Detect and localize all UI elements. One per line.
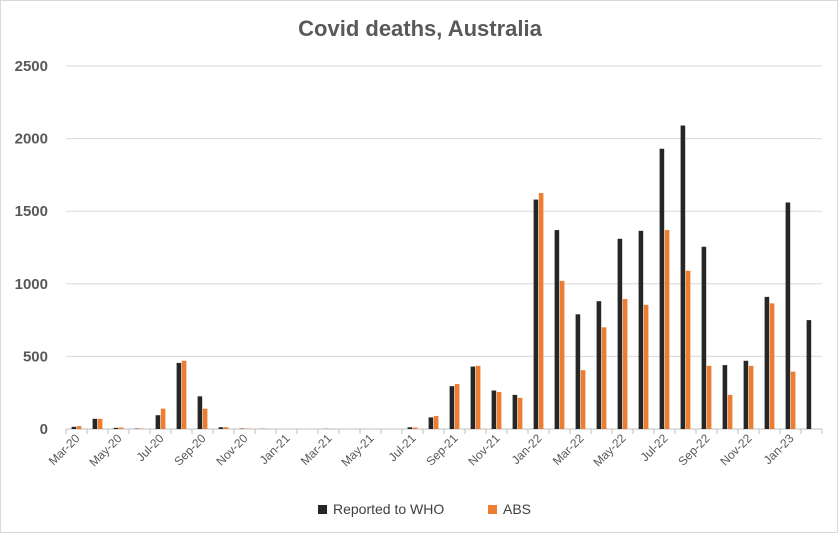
bar-abs-Feb-22 — [559, 280, 565, 429]
x-tick-label: Jan-23 — [761, 431, 797, 467]
bars — [71, 125, 812, 430]
bar-who-Aug-22 — [680, 125, 686, 430]
bar-abs-Apr-20 — [97, 418, 103, 429]
bar-abs-Jan-23 — [790, 371, 796, 429]
x-tick-label: Nov-21 — [465, 431, 502, 468]
x-tick-label: Jul-21 — [386, 431, 419, 464]
bar-who-Mar-22 — [575, 314, 581, 429]
y-axis-tick-labels: 0 500 1000 1500 2000 2500 — [15, 58, 48, 438]
bar-abs-Jul-20 — [160, 408, 166, 429]
bar-who-Oct-21 — [470, 366, 476, 429]
bar-abs-May-22 — [622, 299, 628, 429]
x-tick-label: Jul-22 — [638, 431, 671, 464]
bar-who-Nov-21 — [491, 390, 497, 429]
bar-abs-May-20 — [118, 427, 124, 429]
bar-who-Jan-22 — [533, 199, 539, 429]
x-tick-label: Nov-20 — [213, 431, 250, 468]
bar-abs-Dec-22 — [769, 303, 775, 429]
bar-who-Oct-20 — [218, 427, 224, 429]
x-tick-label: Sep-22 — [675, 431, 712, 468]
bar-who-Aug-21 — [428, 417, 434, 429]
x-tick-label: Sep-20 — [171, 431, 208, 468]
y-tick-label: 2500 — [15, 58, 48, 75]
x-tick-label: Sep-21 — [423, 431, 460, 468]
bar-abs-Nov-21 — [496, 391, 502, 429]
bar-abs-Aug-22 — [685, 270, 691, 429]
bar-abs-Jul-21 — [412, 427, 418, 429]
bar-abs-Mar-22 — [580, 370, 586, 429]
x-tick-label: Jul-20 — [134, 431, 167, 464]
legend-swatch-abs — [488, 505, 497, 514]
bar-who-Apr-20 — [92, 418, 98, 429]
bar-who-Aug-20 — [176, 362, 182, 429]
x-tick-label: Mar-22 — [550, 431, 587, 468]
bar-abs-Oct-21 — [475, 365, 481, 429]
bar-who-Sep-21 — [449, 386, 455, 429]
bar-who-Sep-20 — [197, 396, 203, 429]
bar-who-May-20 — [113, 427, 119, 429]
bar-abs-Mar-20 — [76, 426, 82, 429]
x-tick-label: Jan-22 — [509, 431, 545, 467]
bar-abs-Aug-20 — [181, 360, 187, 429]
bar-who-Apr-22 — [596, 301, 602, 429]
bar-who-Oct-22 — [722, 365, 728, 429]
x-tick-label: Jan-21 — [257, 431, 293, 467]
bar-who-Feb-23 — [806, 320, 812, 429]
y-tick-label: 1500 — [15, 203, 48, 220]
x-tick-label: Mar-21 — [298, 431, 335, 468]
legend-swatch-reported-to-who — [318, 505, 327, 514]
bar-abs-Jun-22 — [643, 304, 649, 429]
bar-abs-Oct-20 — [223, 427, 229, 429]
bar-who-Jun-22 — [638, 230, 644, 429]
bar-abs-Jul-22 — [664, 230, 670, 429]
legend: Reported to WHO ABS — [318, 501, 531, 517]
bar-who-Jan-23 — [785, 202, 791, 429]
x-tick-label: May-20 — [86, 431, 124, 469]
bar-who-May-22 — [617, 238, 623, 429]
legend-label-abs: ABS — [503, 501, 531, 517]
bar-abs-Apr-22 — [601, 327, 607, 429]
bar-who-Jul-22 — [659, 148, 665, 429]
x-tick-label: May-22 — [590, 431, 628, 469]
bar-abs-Sep-21 — [454, 383, 460, 429]
bar-who-Sep-22 — [701, 246, 707, 429]
bar-abs-Sep-20 — [202, 408, 208, 429]
bar-abs-Oct-22 — [727, 394, 733, 429]
legend-label-reported-to-who: Reported to WHO — [333, 501, 444, 517]
bar-abs-Dec-21 — [517, 397, 523, 429]
bar-who-Nov-22 — [743, 360, 749, 429]
x-tick-label: Mar-20 — [46, 431, 83, 468]
bar-abs-Jan-22 — [538, 193, 544, 429]
bar-who-Dec-21 — [512, 394, 518, 429]
bar-abs-Aug-21 — [433, 415, 439, 429]
bar-who-Jul-21 — [407, 427, 413, 429]
bar-who-Dec-22 — [764, 296, 770, 429]
y-tick-label: 1000 — [15, 276, 48, 293]
bar-who-Mar-20 — [71, 426, 77, 429]
y-tick-label: 2000 — [15, 131, 48, 148]
x-tick-label: May-21 — [338, 431, 376, 469]
bar-abs-Nov-22 — [748, 365, 754, 429]
bar-abs-Sep-22 — [706, 365, 712, 429]
x-tick-label: Nov-22 — [717, 431, 754, 468]
y-tick-label: 500 — [23, 348, 48, 365]
chart-title: Covid deaths, Australia — [298, 16, 542, 41]
bar-who-Feb-22 — [554, 230, 560, 429]
y-tick-label: 0 — [40, 421, 48, 438]
x-axis: Mar-20 May-20 Jul-20 Sep-20 Nov-20 Jan-21 Mar-… — [46, 429, 823, 469]
bar-who-Jul-20 — [155, 415, 161, 429]
